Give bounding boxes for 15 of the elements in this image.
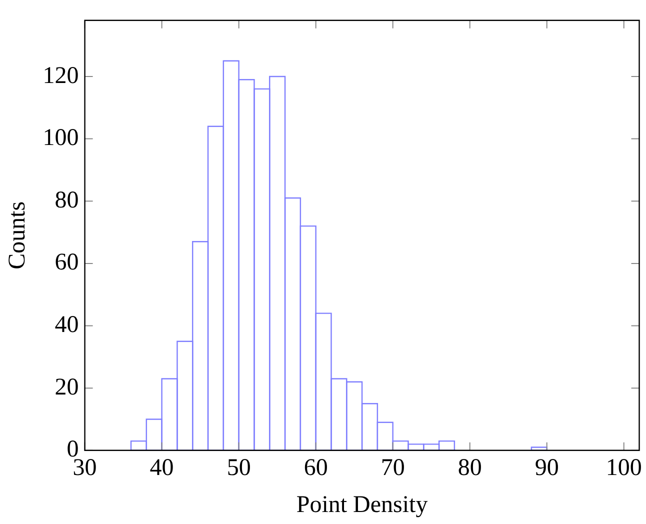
x-tick-label: 90 [534, 455, 559, 482]
y-tick-label: 20 [54, 374, 79, 400]
y-tick-label: 80 [54, 187, 79, 214]
x-tick-label: 60 [304, 455, 328, 482]
x-axis-title: Point Density [296, 492, 428, 518]
y-axis-title: Counts [4, 201, 31, 270]
y-tick-label: 60 [54, 250, 79, 276]
y-tick-label: 100 [42, 125, 79, 152]
x-tick-label: 70 [380, 455, 405, 482]
x-tick-label: 50 [226, 455, 251, 482]
x-tick-label: 100 [606, 455, 642, 482]
y-tick-label: 120 [42, 62, 79, 89]
x-tick-label: 80 [458, 455, 482, 482]
x-tick-label: 40 [150, 455, 174, 482]
y-tick-label: 40 [54, 312, 79, 338]
